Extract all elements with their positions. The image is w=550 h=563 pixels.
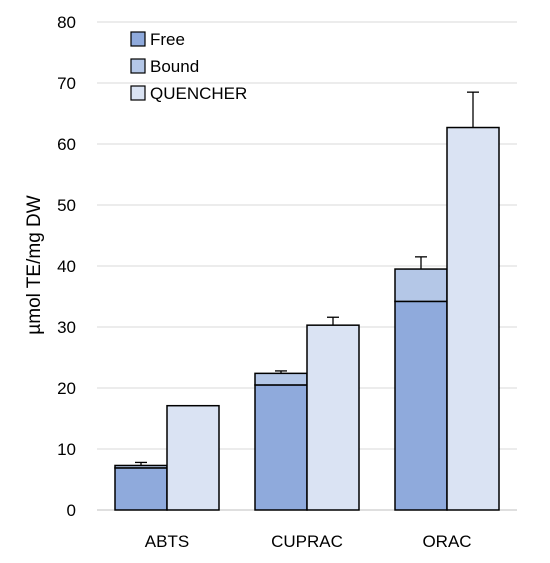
legend-swatch [130, 31, 146, 47]
y-tick-label: 70 [57, 74, 76, 93]
legend-label: Bound [150, 57, 199, 76]
legend-swatch [130, 58, 146, 74]
bars [114, 126, 500, 511]
y-tick-label: 30 [57, 318, 76, 337]
y-tick-labels: 0 10 20 30 40 50 60 70 80 [57, 13, 76, 520]
error-bars [135, 91, 479, 466]
bar-quencher [166, 404, 220, 511]
y-tick-label: 10 [57, 440, 76, 459]
x-tick-label: ABTS [145, 532, 189, 551]
bar-free [254, 384, 308, 511]
legend: Free Bound QUENCHER [130, 30, 247, 103]
x-tick-label: ORAC [422, 532, 471, 551]
bar-free [114, 467, 168, 511]
y-tick-label: 50 [57, 196, 76, 215]
bar-free [394, 300, 448, 511]
y-axis-title: µmol TE/mg DW [24, 195, 45, 334]
bar-bound [394, 268, 448, 303]
x-tick-label: CUPRAC [271, 532, 343, 551]
bar-bound [254, 372, 308, 386]
bar-quencher [306, 324, 360, 511]
legend-label: QUENCHER [150, 84, 247, 103]
y-tick-label: 20 [57, 379, 76, 398]
y-tick-label: 80 [57, 13, 76, 32]
bar-quencher [446, 126, 500, 511]
legend-swatch [130, 85, 146, 101]
x-tick-labels: ABTS CUPRAC ORAC [145, 532, 472, 551]
bar-bound [114, 464, 168, 469]
y-tick-label: 0 [67, 501, 76, 520]
y-tick-label: 40 [57, 257, 76, 276]
y-tick-label: 60 [57, 135, 76, 154]
legend-label: Free [150, 30, 185, 49]
